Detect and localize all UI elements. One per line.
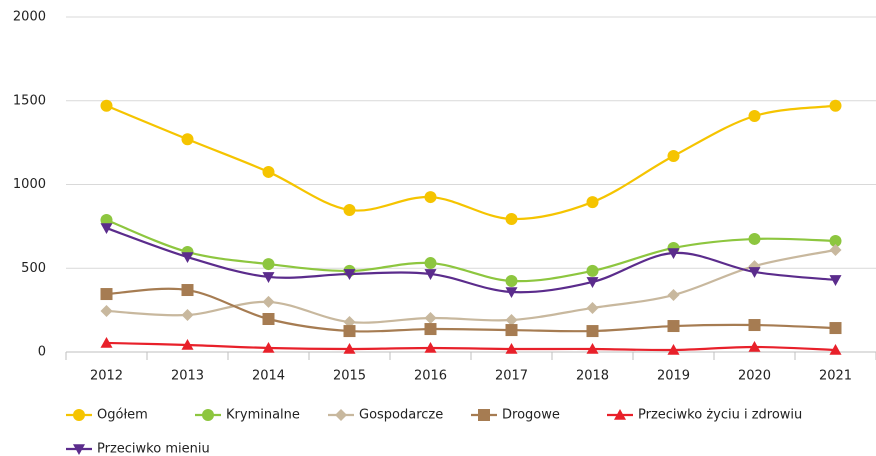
legend-label: Przeciwko życiu i zdrowiu (638, 408, 802, 423)
x-tick-label: 2020 (738, 369, 771, 384)
marker (100, 288, 113, 301)
y-tick-label: 1500 (13, 93, 46, 108)
marker (829, 343, 842, 355)
legend-label: Ogółem (97, 408, 148, 423)
marker (181, 308, 194, 321)
marker (424, 341, 437, 353)
x-tick-label: 2018 (576, 369, 609, 384)
marker (829, 99, 842, 112)
marker (667, 150, 680, 163)
marker (586, 342, 599, 354)
marker (343, 203, 356, 216)
legend-marker (73, 409, 85, 421)
marker (100, 99, 113, 112)
marker (181, 252, 194, 264)
x-tick-label: 2012 (90, 369, 123, 384)
marker (748, 109, 761, 122)
marker (505, 287, 518, 299)
marker (100, 336, 113, 348)
marker (505, 213, 518, 226)
line (106, 227, 836, 294)
marker (586, 264, 599, 277)
marker (505, 274, 518, 287)
y-tick-label: 2000 (13, 10, 46, 25)
marker (667, 289, 680, 302)
marker (829, 243, 842, 256)
marker (100, 304, 113, 317)
marker (829, 322, 842, 335)
y-tick-label: 0 (38, 345, 46, 360)
marker (343, 269, 356, 280)
legend-marker (73, 444, 85, 455)
line (106, 287, 836, 333)
line (106, 248, 836, 324)
x-tick-label: 2021 (819, 369, 852, 384)
marker (343, 325, 356, 338)
marker (262, 313, 275, 326)
marker (748, 319, 761, 332)
x-tick-label: 2019 (657, 369, 690, 384)
line (106, 218, 836, 283)
y-tick-label: 500 (21, 261, 46, 276)
marker (424, 257, 437, 270)
x-tick-label: 2015 (333, 369, 366, 384)
x-tick-label: 2013 (171, 369, 204, 384)
marker (424, 269, 437, 280)
x-tick-label: 2016 (414, 369, 447, 384)
marker (262, 272, 275, 283)
marker (748, 267, 761, 278)
marker (100, 214, 113, 227)
legend-label: Drogowe (502, 408, 560, 423)
marker (829, 275, 842, 286)
marker (748, 232, 761, 245)
marker (262, 341, 275, 353)
marker (829, 234, 842, 247)
x-tick-label: 2014 (252, 369, 285, 384)
y-tick-label: 1000 (13, 177, 46, 192)
marker (424, 323, 437, 336)
legend-marker (478, 409, 490, 421)
marker (181, 284, 194, 297)
marker (262, 258, 275, 271)
x-tick-label: 2017 (495, 369, 528, 384)
line (106, 341, 836, 352)
marker (100, 223, 113, 235)
marker (505, 342, 518, 354)
marker (505, 314, 518, 327)
marker (586, 325, 599, 338)
marker (667, 248, 680, 260)
marker (505, 324, 518, 337)
legend-label: Przeciwko mieniu (97, 442, 210, 456)
line (106, 104, 836, 221)
marker (586, 277, 599, 288)
marker (667, 320, 680, 333)
legend-label: Kryminalne (226, 408, 300, 423)
legend-label: Gospodarcze (359, 408, 443, 423)
marker (748, 340, 761, 352)
marker (262, 295, 275, 308)
marker (181, 338, 194, 350)
legend-marker (614, 409, 626, 420)
marker (262, 165, 275, 178)
marker (586, 196, 599, 209)
marker (424, 191, 437, 204)
marker (343, 342, 356, 354)
marker (667, 343, 680, 355)
marker (586, 301, 599, 314)
marker (343, 316, 356, 329)
marker (424, 311, 437, 324)
legend-marker (335, 409, 347, 421)
marker (181, 133, 194, 146)
legend-marker (202, 409, 214, 421)
